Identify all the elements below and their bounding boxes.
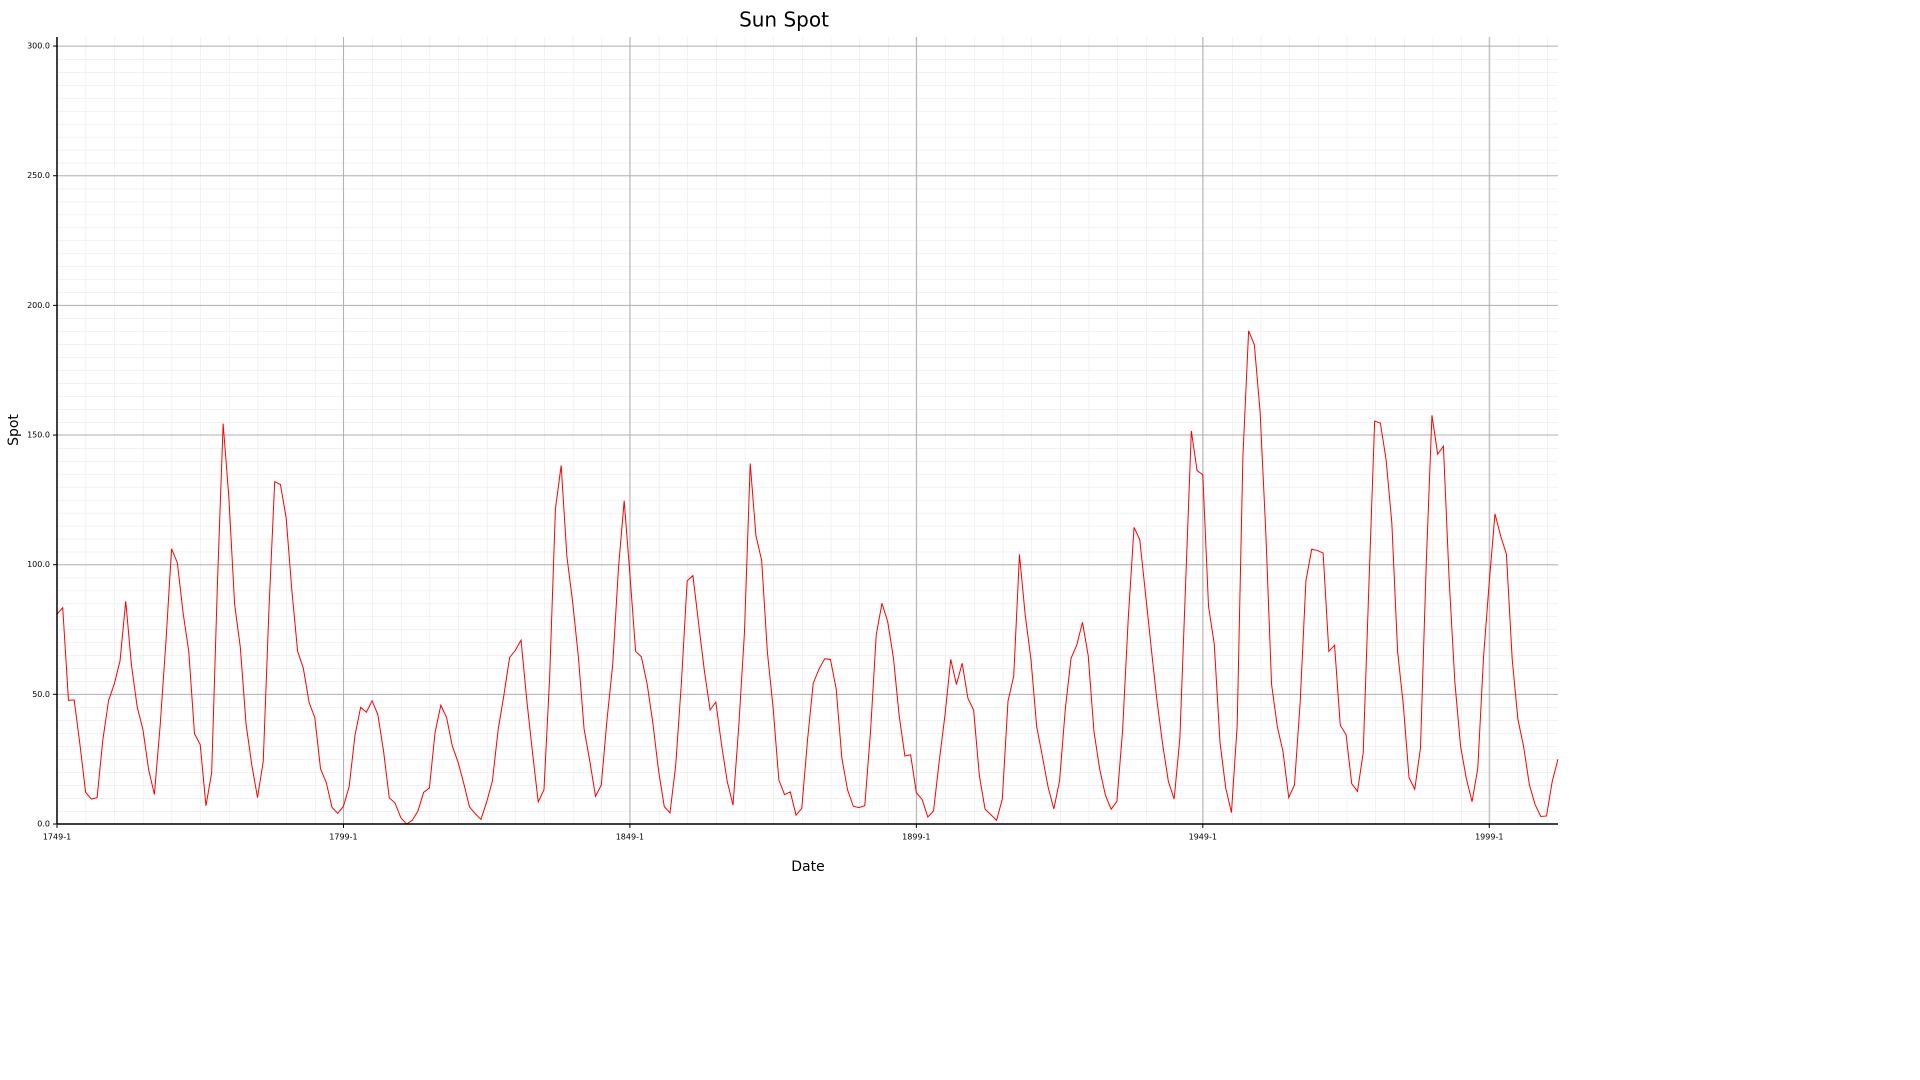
minor-grid [57,37,1558,824]
y-tick-label: 200.0 [27,301,50,310]
x-tick-label: 1949-1 [1189,833,1217,842]
y-tick-label: 100.0 [27,560,50,569]
x-axis-label: Date [791,859,824,875]
x-tick-label: 1999-1 [1475,833,1503,842]
y-tick-label: 0.0 [37,820,50,829]
data-line [56,330,1559,825]
y-tick-label: 150.0 [27,431,50,440]
y-tick-label: 300.0 [27,42,50,51]
y-tick-label: 50.0 [32,690,50,699]
y-axis-label: Spot [6,414,22,446]
chart-title: Sun Spot [739,8,829,32]
x-tick-label: 1899-1 [902,833,930,842]
y-tick-label: 250.0 [27,171,50,180]
x-tick-label: 1799-1 [329,833,357,842]
x-tick-label: 1749-1 [43,833,71,842]
x-tick-label: 1849-1 [616,833,644,842]
